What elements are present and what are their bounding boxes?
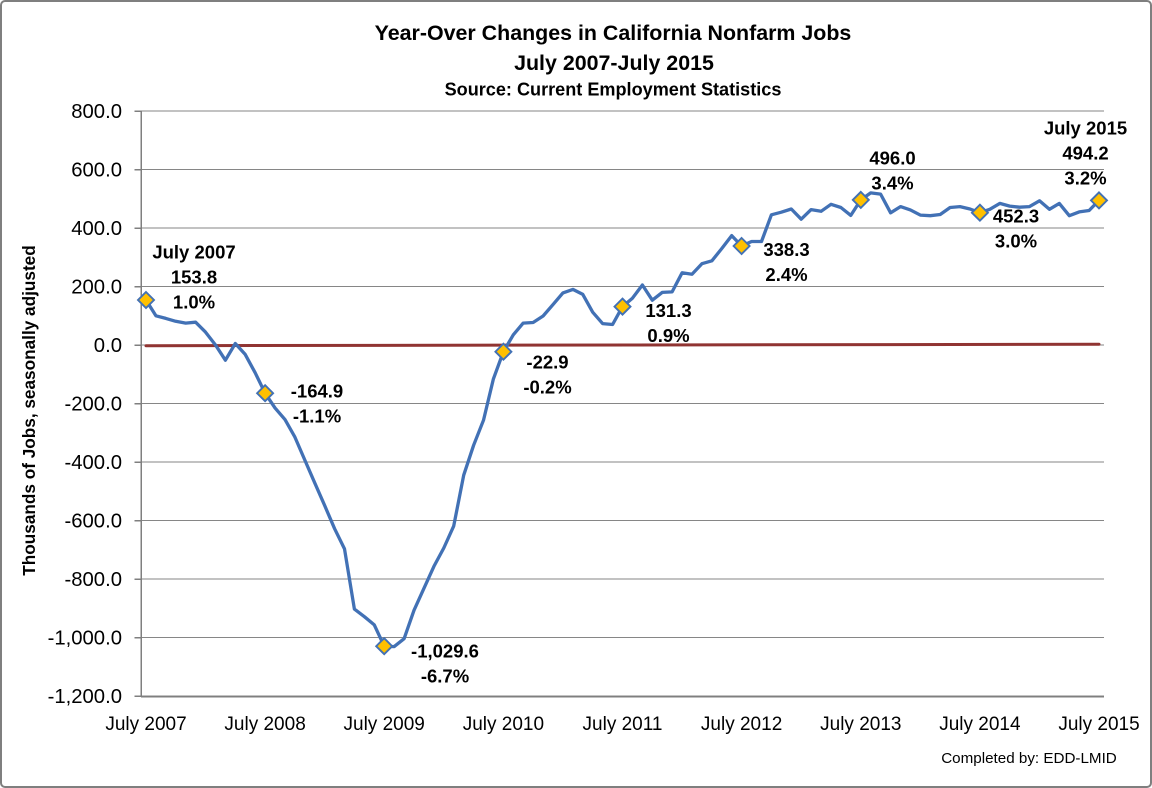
svg-text:3.2%: 3.2% [1064,168,1106,189]
svg-text:Year-Over Changes in Californi: Year-Over Changes in California Nonfarm … [375,21,852,45]
svg-text:-6.7%: -6.7% [421,666,469,687]
svg-text:July 2009: July 2009 [344,714,425,735]
svg-text:July 2015: July 2015 [1058,714,1139,735]
svg-text:Source: Current Employment Sta: Source: Current Employment Statistics [445,80,782,100]
svg-text:1.0%: 1.0% [173,292,215,313]
svg-text:-1,029.6: -1,029.6 [411,641,479,662]
svg-text:July 2007-July 2015: July 2007-July 2015 [514,51,714,75]
svg-text:0.9%: 0.9% [647,325,689,346]
svg-text:-0.2%: -0.2% [523,377,571,398]
svg-text:452.3: 452.3 [993,206,1039,227]
svg-text:494.2: 494.2 [1062,143,1108,164]
svg-text:-600.0: -600.0 [64,511,122,533]
svg-text:July 2013: July 2013 [820,714,901,735]
svg-text:-1,200.0: -1,200.0 [48,686,122,708]
svg-text:July 2012: July 2012 [701,714,782,735]
svg-text:July 2007: July 2007 [152,242,235,263]
svg-text:July 2007: July 2007 [105,714,186,735]
svg-text:July 2010: July 2010 [463,714,544,735]
svg-text:496.0: 496.0 [869,148,915,169]
svg-text:600.0: 600.0 [71,160,122,182]
svg-text:3.4%: 3.4% [871,173,913,194]
svg-text:-200.0: -200.0 [64,394,122,416]
svg-text:July 2008: July 2008 [224,714,305,735]
svg-text:-1,000.0: -1,000.0 [48,628,122,650]
svg-text:July 2011: July 2011 [583,714,663,735]
svg-text:338.3: 338.3 [763,239,809,260]
svg-text:-800.0: -800.0 [64,569,122,591]
svg-text:2.4%: 2.4% [765,264,807,285]
svg-text:July 2015: July 2015 [1044,118,1127,139]
svg-text:-22.9: -22.9 [526,352,568,373]
svg-text:400.0: 400.0 [71,218,122,240]
svg-text:0.0: 0.0 [94,335,122,357]
svg-text:800.0: 800.0 [71,101,122,123]
svg-text:-164.9: -164.9 [291,381,343,402]
svg-text:131.3: 131.3 [645,300,691,321]
svg-text:Thousands of Jobs, seasonally: Thousands of Jobs, seasonally adjusted [19,245,39,575]
svg-text:153.8: 153.8 [171,267,217,288]
svg-text:200.0: 200.0 [71,277,122,299]
svg-text:-400.0: -400.0 [64,452,122,474]
svg-text:-1.1%: -1.1% [293,406,341,427]
svg-text:3.0%: 3.0% [995,231,1037,252]
svg-text:July 2014: July 2014 [939,714,1021,735]
svg-text:Completed by: EDD-LMID: Completed by: EDD-LMID [941,750,1117,767]
